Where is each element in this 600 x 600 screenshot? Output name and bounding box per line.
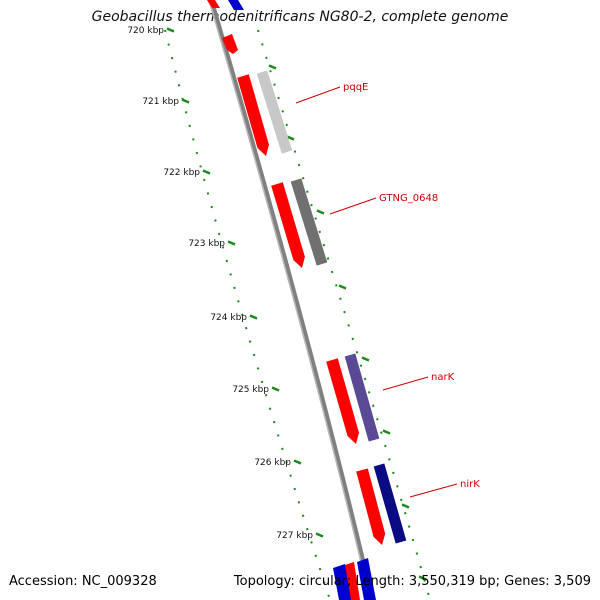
tick-label: 720 kbp bbox=[127, 26, 164, 36]
gene-label-nark[interactable]: narK bbox=[431, 372, 455, 383]
partial-blue-bottom-1[interactable] bbox=[333, 564, 352, 600]
small-cds-arrow[interactable] bbox=[222, 34, 238, 54]
outer-ruler-tick bbox=[418, 575, 427, 581]
tick-label: 725 kbp bbox=[232, 385, 269, 395]
inner-ruler bbox=[164, 29, 331, 600]
ruler-tick bbox=[227, 240, 236, 246]
ruler-tick bbox=[271, 386, 280, 392]
outer-ruler bbox=[257, 29, 431, 600]
tick-label: 724 kbp bbox=[210, 313, 247, 323]
partial-cds-top[interactable] bbox=[207, 0, 220, 8]
ruler-tick bbox=[315, 532, 324, 538]
outer-ruler-tick bbox=[361, 356, 370, 362]
ruler-tick bbox=[166, 27, 175, 33]
outer-ruler-tick bbox=[401, 503, 410, 509]
top-partial-features bbox=[207, 0, 244, 54]
gene-label-leader bbox=[382, 376, 429, 391]
cds-arrow-nirk[interactable] bbox=[356, 468, 386, 546]
ruler-tick bbox=[293, 459, 302, 465]
tick-label: 722 kbp bbox=[163, 168, 200, 178]
ruler-tick bbox=[249, 314, 258, 320]
gene-label-pqqe[interactable]: pqqE bbox=[343, 82, 368, 93]
map-title: Geobacillus thermodenitrificans NG80-2, … bbox=[91, 9, 509, 25]
gene-label-leader bbox=[329, 197, 377, 215]
tick-label: 727 kbp bbox=[276, 531, 313, 541]
tick-label: 721 kbp bbox=[142, 97, 179, 107]
gene-bar-nark[interactable] bbox=[344, 353, 380, 442]
gene-bar-pqqe[interactable] bbox=[256, 70, 293, 154]
cds-arrow-gtng_0648[interactable] bbox=[271, 182, 305, 268]
ruler-tick bbox=[202, 169, 211, 175]
genome-backbone bbox=[208, 0, 375, 600]
outer-ruler-tick bbox=[316, 209, 325, 215]
gene-bar-nirk[interactable] bbox=[373, 463, 407, 544]
outer-ruler-tick bbox=[268, 64, 277, 70]
outer-ruler-tick bbox=[338, 284, 347, 290]
gene-label-gtng_0648[interactable]: GTNG_0648 bbox=[379, 193, 438, 204]
tick-label: 726 kbp bbox=[254, 458, 291, 468]
gene-label-leader bbox=[409, 483, 458, 498]
partial-blue-bottom-2[interactable] bbox=[357, 558, 376, 600]
cds-arrow-pqqe[interactable] bbox=[237, 74, 269, 156]
tick-label: 723 kbp bbox=[188, 239, 225, 249]
gene-label-leader bbox=[295, 86, 341, 104]
genome-backbone-highlight bbox=[208, 0, 371, 600]
outer-ruler-tick bbox=[382, 429, 391, 435]
cds-arrow-nark[interactable] bbox=[326, 358, 359, 444]
outer-ruler-tick bbox=[286, 135, 295, 141]
partial-cds-bottom[interactable] bbox=[345, 562, 360, 600]
accession-text: Accession: NC_009328 bbox=[9, 574, 157, 589]
gene-label-nirk[interactable]: nirK bbox=[460, 479, 480, 490]
partial-blue-top[interactable] bbox=[228, 0, 244, 10]
genome-stats: Topology: circular; Length: 3,550,319 bp… bbox=[233, 574, 591, 589]
gene-bar-gtng_0648[interactable] bbox=[290, 178, 328, 266]
bottom-partial-features bbox=[333, 558, 376, 600]
ruler-tick bbox=[181, 98, 190, 104]
